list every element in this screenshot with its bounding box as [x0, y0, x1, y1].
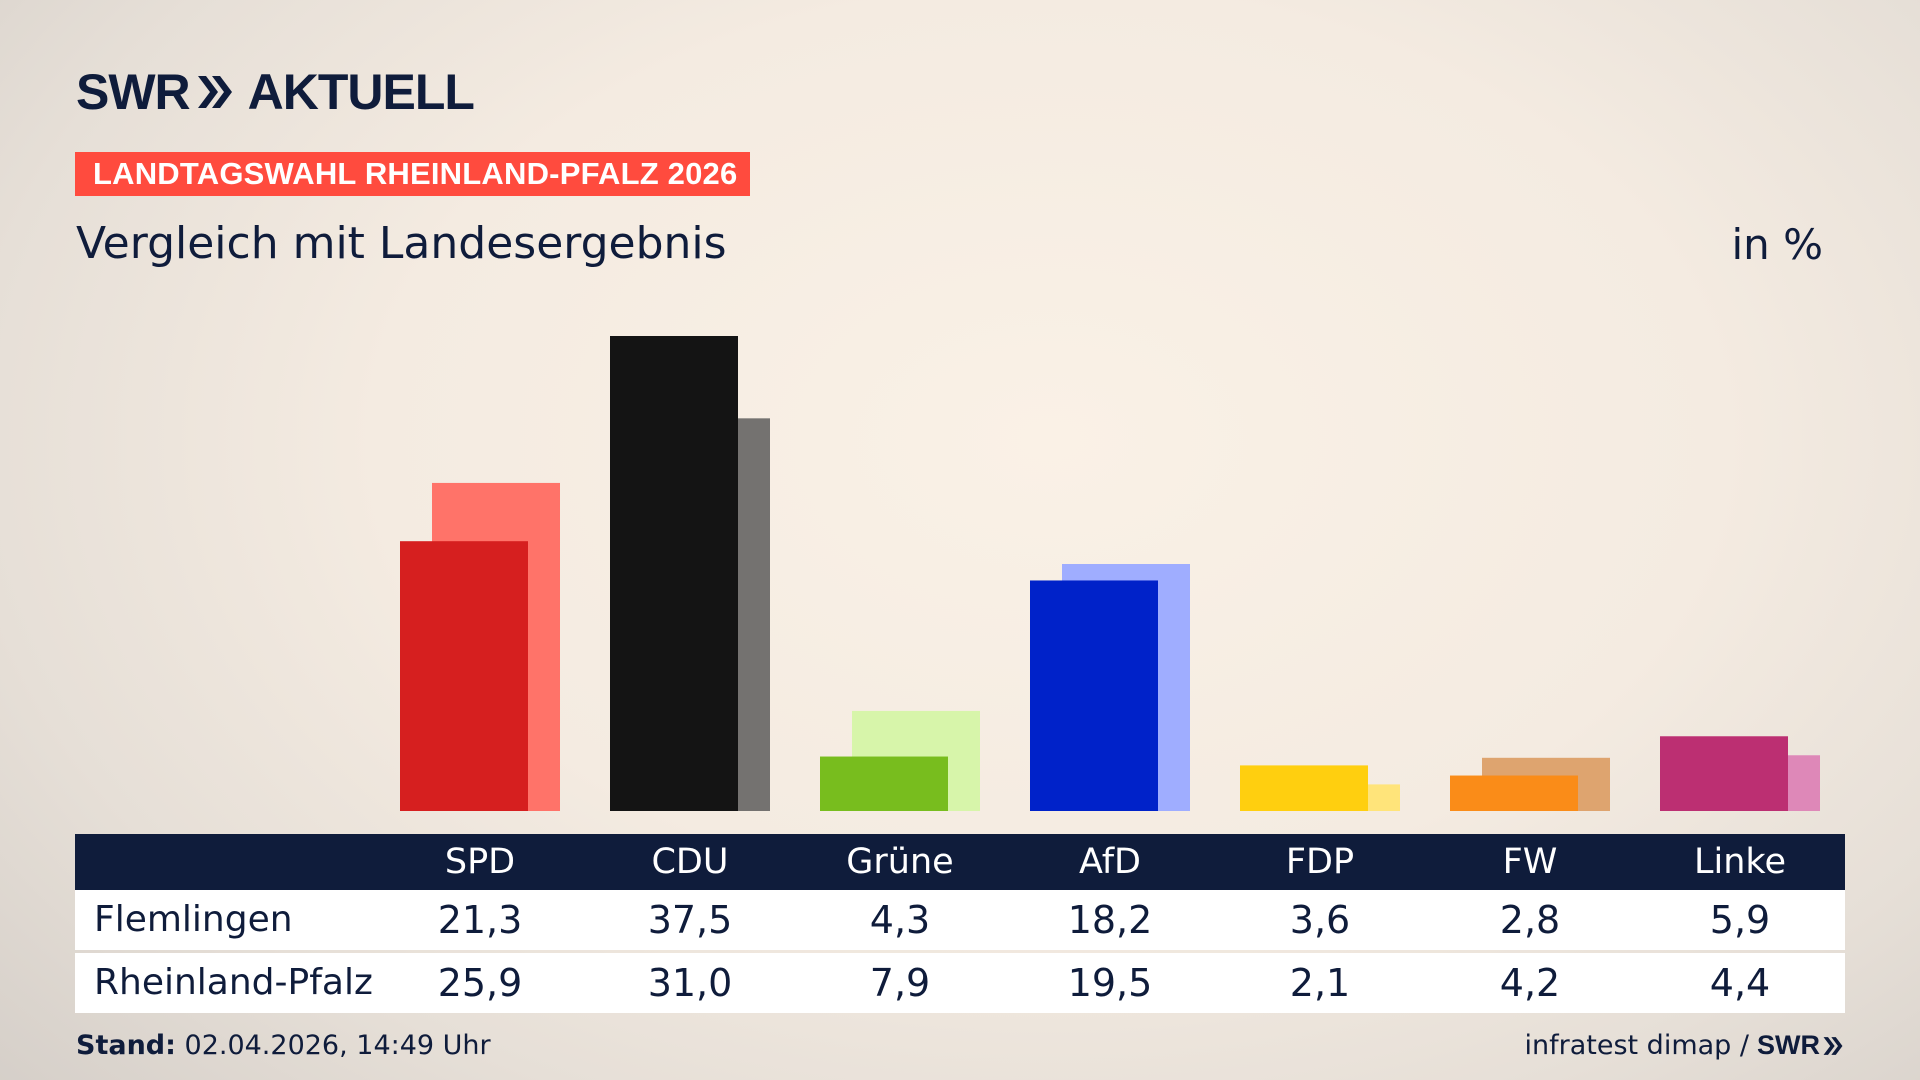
party-label-afd: AfD — [1079, 842, 1141, 882]
bar-local-fw — [1450, 775, 1578, 811]
value-local-gruene: 4,3 — [869, 898, 931, 942]
footer-chevrons-icon — [1823, 1036, 1843, 1055]
party-label-linke: Linke — [1694, 842, 1786, 882]
timestamp: Stand: 02.04.2026, 14:49 Uhr — [76, 1030, 491, 1061]
value-local-afd: 18,2 — [1067, 898, 1153, 942]
row-label-local: Flemlingen — [94, 899, 293, 940]
value-state-spd: 25,9 — [437, 961, 523, 1005]
value-local-fw: 2,8 — [1499, 898, 1561, 942]
value-local-spd: 21,3 — [437, 898, 523, 942]
value-local-linke: 5,9 — [1709, 898, 1771, 942]
results-table: SPD CDU Grüne AfD FDP FW Linke Flemlingen 21,3… — [75, 834, 1845, 1013]
party-label-cdu: CDU — [651, 842, 729, 882]
party-label-spd: SPD — [444, 842, 516, 882]
party-label-fdp: FDP — [1285, 842, 1355, 882]
table-row-local: Flemlingen 21,3 37,5 4,3 18,2 3,6 2,8 5,9 — [75, 890, 1845, 950]
logo-chevrons-icon — [197, 76, 232, 108]
source-text: infratest dimap / — [1524, 1030, 1749, 1061]
value-local-fdp: 3,6 — [1289, 898, 1351, 942]
bar-local-spd — [400, 541, 528, 811]
value-state-gruene: 7,9 — [869, 961, 931, 1005]
value-state-cdu: 31,0 — [647, 961, 733, 1005]
logo-swr-text: SWR — [76, 64, 191, 120]
timestamp-value: 02.04.2026, 14:49 Uhr — [184, 1030, 491, 1061]
value-local-cdu: 37,5 — [647, 898, 733, 942]
value-state-afd: 19,5 — [1067, 961, 1153, 1005]
footer-swr-logo: SWR — [1757, 1030, 1820, 1060]
bar-local-gruene — [820, 756, 948, 811]
source-credit: infratest dimap / SWR — [1524, 1030, 1844, 1061]
bar-local-linke — [1660, 736, 1788, 811]
timestamp-label: Stand: — [76, 1030, 176, 1061]
party-label-gruene: Grüne — [846, 842, 954, 882]
bar-local-afd — [1030, 580, 1158, 811]
bar-local-fdp — [1240, 765, 1368, 811]
party-label-fw: FW — [1502, 842, 1558, 882]
logo-aktuell-text: AKTUELL — [247, 64, 475, 120]
unit-label: in % — [1731, 220, 1823, 269]
value-state-fdp: 2,1 — [1289, 961, 1351, 1005]
table-row-state: Rheinland-Pfalz 25,9 31,0 7,9 19,5 2,1 4,2 4,4 — [75, 953, 1845, 1013]
value-state-fw: 4,2 — [1499, 961, 1561, 1005]
swr-aktuell-logo: SWR AKTUELL — [76, 64, 475, 120]
row-label-state: Rheinland-Pfalz — [94, 962, 373, 1003]
chart-subtitle: Vergleich mit Landesergebnis — [76, 218, 727, 269]
bar-local-cdu — [610, 336, 738, 811]
value-state-linke: 4,4 — [1709, 961, 1771, 1005]
election-badge: LANDTAGSWAHL RHEINLAND-PFALZ 2026 — [75, 152, 750, 196]
table-header: SPD CDU Grüne AfD FDP FW Linke — [75, 834, 1845, 890]
